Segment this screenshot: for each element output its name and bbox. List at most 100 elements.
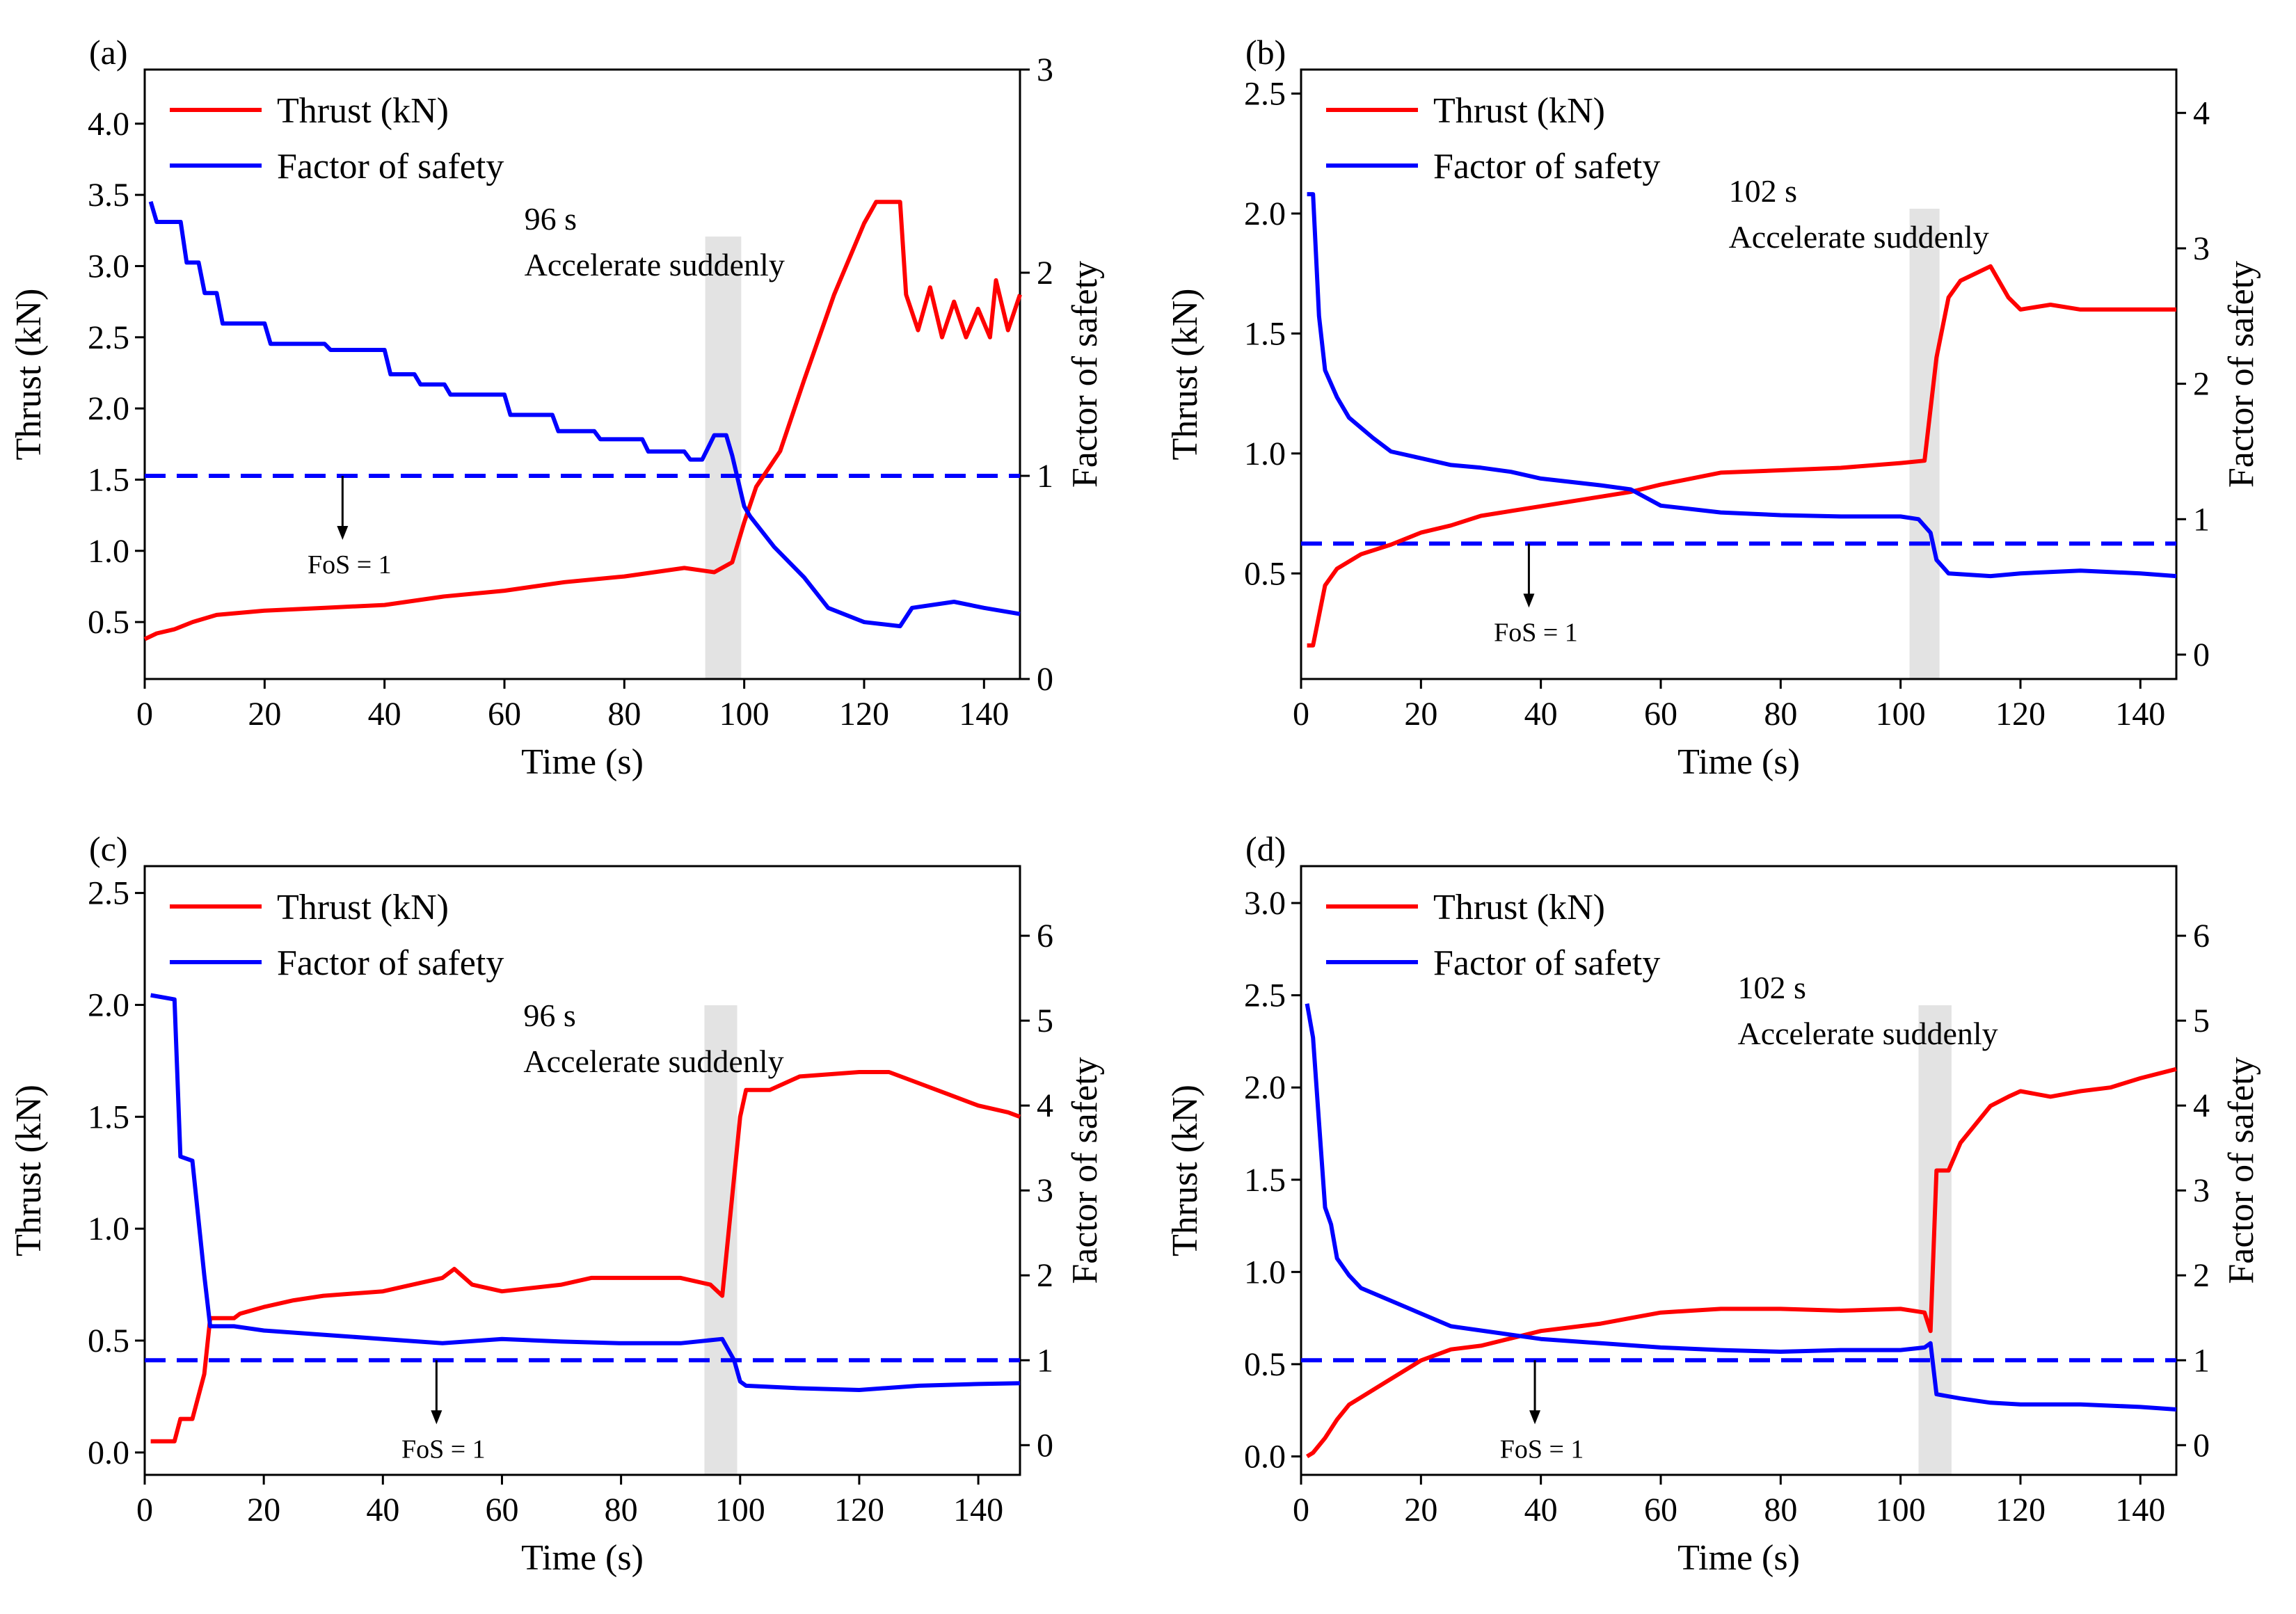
y-right-axis-title: Factor of safety xyxy=(2222,1057,2261,1284)
y-right-axis-title: Factor of safety xyxy=(2222,261,2261,488)
x-axis-title: Time (s) xyxy=(521,1538,644,1578)
x-tick-label: 140 xyxy=(2115,696,2165,733)
legend-fos-label: Factor of safety xyxy=(277,943,504,983)
y-right-tick-label: 0 xyxy=(1037,661,1053,698)
x-tick-label: 100 xyxy=(1876,1492,1926,1528)
y-right-tick-label: 4 xyxy=(2193,95,2210,131)
x-tick-label: 80 xyxy=(607,696,641,733)
fos-label: FoS = 1 xyxy=(1500,1435,1584,1464)
x-tick-label: 140 xyxy=(959,696,1009,733)
acceleration-band xyxy=(704,1005,738,1475)
y-right-tick-label: 3 xyxy=(1037,1172,1053,1209)
x-tick-label: 20 xyxy=(1404,1492,1437,1528)
x-axis-title: Time (s) xyxy=(521,742,644,782)
y-left-tick-label: 1.0 xyxy=(88,1210,129,1247)
panel-label: (d) xyxy=(1245,829,1286,868)
y-right-tick-label: 5 xyxy=(2193,1002,2210,1039)
x-tick-label: 80 xyxy=(1764,696,1797,733)
y-left-tick-label: 4.0 xyxy=(88,106,129,143)
y-left-tick-label: 2.0 xyxy=(1244,195,1286,232)
y-left-tick-label: 2.5 xyxy=(1244,75,1286,112)
y-left-tick-label: 3.5 xyxy=(88,177,129,214)
fos-arrow-head xyxy=(337,526,349,540)
panel-label: (a) xyxy=(89,33,128,72)
legend-fos-label: Factor of safety xyxy=(1433,943,1660,983)
panel-label: (b) xyxy=(1245,33,1286,72)
y-right-tick-label: 1 xyxy=(1037,458,1053,495)
y-left-axis-title: Thrust (kN) xyxy=(1165,289,1205,461)
y-right-tick-label: 3 xyxy=(2193,230,2210,267)
x-tick-label: 100 xyxy=(719,696,770,733)
y-left-tick-label: 1.5 xyxy=(88,1098,129,1135)
x-tick-label: 0 xyxy=(1293,1492,1309,1528)
legend-fos-label: Factor of safety xyxy=(277,147,504,186)
x-tick-label: 120 xyxy=(839,696,889,733)
thrust-series-line xyxy=(143,200,1022,641)
x-tick-label: 40 xyxy=(368,696,401,733)
y-right-tick-label: 1 xyxy=(2193,1342,2210,1379)
panel-c: 0 20 40 60 80 100 120 140 0.0 0.5 1.0 1.5 2.0 2.5 0 1 2 3… xyxy=(9,829,1105,1578)
y-right-axis-title: Factor of safety xyxy=(1065,261,1105,488)
y-left-tick-label: 0.5 xyxy=(1244,1346,1286,1383)
plot-frame xyxy=(143,68,1021,680)
legend-thrust-label: Thrust (kN) xyxy=(1433,91,1605,131)
annotation-time: 96 s xyxy=(525,201,577,237)
y-left-tick-label: 3.0 xyxy=(88,248,129,285)
y-right-tick-label: 1 xyxy=(1037,1342,1053,1379)
x-tick-label: 60 xyxy=(485,1492,518,1528)
x-tick-label: 140 xyxy=(953,1492,1003,1528)
x-tick-label: 40 xyxy=(366,1492,399,1528)
y-left-tick-label: 1.0 xyxy=(1244,436,1286,472)
panel-b: 0 20 40 60 80 100 120 140 0.5 1.0 1.5 2.0 2.5 0 1 2 3 4 Ti… xyxy=(1165,33,2261,782)
fos-series-line xyxy=(1305,1003,2177,1412)
thrust-series-line xyxy=(1307,264,2176,648)
y-right-tick-label: 5 xyxy=(1037,1002,1053,1039)
y-right-tick-label: 6 xyxy=(2193,918,2210,954)
y-right-tick-label: 2 xyxy=(2193,1257,2210,1294)
plot-frame xyxy=(143,865,1021,1476)
x-tick-label: 120 xyxy=(834,1492,884,1528)
x-tick-label: 0 xyxy=(136,1492,153,1528)
y-left-tick-label: 3.0 xyxy=(1244,885,1286,922)
y-right-tick-label: 4 xyxy=(1037,1087,1053,1124)
y-left-tick-label: 0.5 xyxy=(88,1323,129,1359)
y-left-tick-label: 2.0 xyxy=(88,986,129,1023)
x-axis-title: Time (s) xyxy=(1677,1538,1800,1578)
fos-label: FoS = 1 xyxy=(308,550,392,580)
legend-thrust-label: Thrust (kN) xyxy=(277,91,449,131)
x-tick-label: 20 xyxy=(248,696,281,733)
y-right-tick-label: 6 xyxy=(1037,918,1053,954)
x-tick-label: 120 xyxy=(1995,696,2046,733)
legend-thrust-label: Thrust (kN) xyxy=(277,888,449,927)
panel-d: 0 20 40 60 80 100 120 140 0.0 0.5 1.0 1.5 2.0 2.5 3.0 0… xyxy=(1165,829,2261,1578)
y-left-tick-label: 0.0 xyxy=(1244,1438,1286,1475)
y-right-tick-label: 0 xyxy=(2193,1427,2210,1464)
x-tick-label: 80 xyxy=(1764,1492,1797,1528)
annotation-text: Accelerate suddenly xyxy=(523,1044,783,1079)
y-left-tick-label: 2.5 xyxy=(88,875,129,912)
y-left-axis-title: Thrust (kN) xyxy=(1165,1085,1205,1256)
fos-arrow-head xyxy=(431,1410,443,1425)
y-right-tick-label: 0 xyxy=(2193,637,2210,673)
y-left-tick-label: 0.0 xyxy=(88,1435,129,1471)
y-right-tick-label: 2 xyxy=(2193,366,2210,403)
legend-thrust-label: Thrust (kN) xyxy=(1433,888,1605,927)
acceleration-band xyxy=(705,237,742,679)
y-left-tick-label: 2.5 xyxy=(88,319,129,356)
annotation-time: 96 s xyxy=(523,998,575,1033)
thrust-series-line xyxy=(150,1070,1021,1444)
x-tick-label: 120 xyxy=(1995,1492,2046,1528)
x-tick-label: 140 xyxy=(2115,1492,2165,1528)
fos-series-line xyxy=(148,200,1021,629)
annotation-text: Accelerate suddenly xyxy=(525,247,785,282)
y-right-tick-label: 4 xyxy=(2193,1087,2210,1124)
fos-arrow-head xyxy=(1523,593,1535,608)
annotation-text: Accelerate suddenly xyxy=(1729,219,1989,255)
panels-group: 0 20 40 60 80 100 120 1400.51.01.52.02.53.03.54… xyxy=(9,33,2261,1578)
x-tick-label: 20 xyxy=(1404,696,1437,733)
y-right-tick-label: 2 xyxy=(1037,255,1053,291)
plot-frame xyxy=(1300,68,2178,680)
y-right-tick-label: 0 xyxy=(1037,1427,1053,1464)
y-left-tick-label: 2.5 xyxy=(1244,977,1286,1014)
